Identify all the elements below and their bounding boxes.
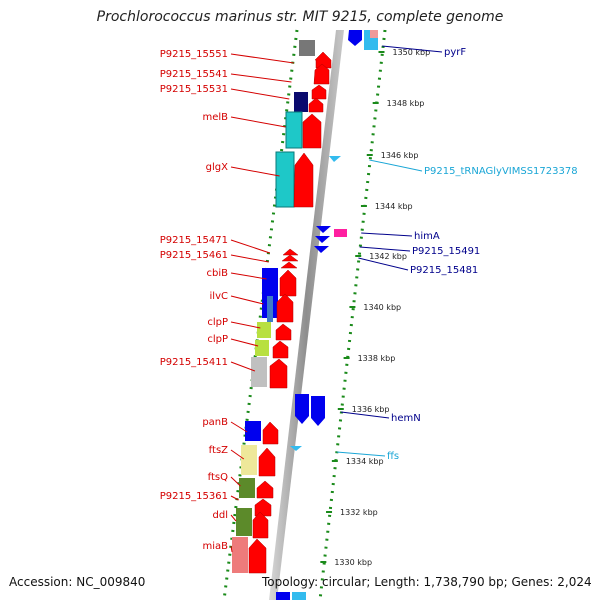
left-gene-label[interactable]: cbiB	[207, 268, 229, 279]
left-gene-leader	[230, 272, 267, 280]
left-gene-leader	[230, 295, 264, 305]
left-gene-leader	[230, 254, 269, 263]
kbp-label: 1330 kbp	[334, 558, 372, 567]
left-gene-label[interactable]: miaB	[202, 541, 228, 552]
left-gene-label[interactable]: P9215_15411	[160, 357, 228, 368]
kbp-label: 1338 kbp	[358, 354, 396, 363]
left-gene-leader	[230, 53, 294, 64]
left-gene-label[interactable]: ftsQ	[208, 472, 228, 483]
left-gene-label[interactable]: panB	[202, 417, 228, 428]
right-gene-label[interactable]: himA	[414, 231, 440, 242]
kbp-label: 1334 kbp	[346, 457, 384, 466]
right-gene-leader	[336, 451, 386, 457]
kbp-label: 1340 kbp	[363, 303, 401, 312]
left-gene-label[interactable]: clpP	[207, 334, 228, 345]
kbp-label: 1336 kbp	[352, 405, 390, 414]
right-gene-leader	[358, 257, 409, 271]
genome-backbone	[269, 30, 344, 600]
left-gene-label[interactable]: P9215_15461	[160, 250, 228, 261]
kbp-label: 1344 kbp	[375, 202, 413, 211]
left-gene-label[interactable]: P9215_15541	[160, 69, 228, 80]
map-title: Prochlorococcus marinus str. MIT 9215, c…	[96, 9, 504, 25]
right-gene-label[interactable]: hemN	[391, 413, 421, 424]
left-gene-leader	[230, 476, 241, 487]
kbp-label: 1348 kbp	[387, 99, 425, 108]
left-gene-label[interactable]: P9215_15551	[160, 49, 228, 60]
left-gene-leader	[230, 545, 233, 553]
left-gene-leader	[230, 495, 239, 501]
left-gene-label[interactable]: ilvC	[210, 291, 228, 302]
kbp-label: 1350 kbp	[392, 48, 430, 57]
left-gene-leader	[230, 239, 270, 254]
kbp-label: 1346 kbp	[381, 151, 419, 160]
left-gene-leader	[230, 421, 248, 433]
right-gene-label[interactable]: pyrF	[444, 47, 466, 58]
kbp-label: 1342 kbp	[369, 252, 407, 261]
left-gene-label[interactable]: P9215_15531	[160, 84, 228, 95]
left-gene-leader	[230, 166, 280, 177]
left-gene-leader	[230, 116, 286, 128]
right-gene-leader	[359, 246, 411, 252]
topology-text: Topology: circular; Length: 1,738,790 bp…	[262, 575, 592, 589]
bottom-fragment	[292, 592, 306, 600]
left-gene-label[interactable]: P9215_15471	[160, 235, 228, 246]
kbp-label: 1332 kbp	[340, 508, 378, 517]
left-gene-leader	[230, 361, 256, 372]
right-gene-leader	[341, 411, 390, 419]
right-gene-label[interactable]: P9215_15491	[412, 246, 480, 257]
left-gene-blocks	[232, 40, 315, 573]
left-gene-leader	[230, 514, 237, 522]
right-gene-label[interactable]: P9215_tRNAGlyVIMSS1723378	[424, 166, 578, 177]
reverse-cds-arrows	[290, 30, 378, 451]
accession-text: Accession: NC_009840	[9, 575, 146, 589]
right-gene-label[interactable]: P9215_15481	[410, 265, 478, 276]
left-gene-label[interactable]: melB	[202, 112, 228, 123]
left-gene-leader	[230, 88, 290, 100]
left-gene-leader	[230, 338, 259, 347]
left-gene-leader	[230, 449, 245, 460]
bottom-fragment	[276, 592, 290, 600]
left-gene-leader	[230, 73, 292, 83]
left-gene-leader	[230, 321, 261, 329]
right-gene-leader	[382, 45, 443, 53]
right-gene-label[interactable]: ffs	[387, 451, 399, 462]
right-gene-leader	[361, 232, 413, 237]
left-gene-label[interactable]: glgX	[206, 162, 228, 173]
left-gene-label[interactable]: clpP	[207, 317, 228, 328]
left-gene-label[interactable]: ddl	[213, 510, 228, 521]
left-gene-label[interactable]: ftsZ	[209, 445, 228, 456]
right-gene-leader	[369, 159, 423, 172]
forward-cds-arrows	[248, 51, 332, 574]
left-gene-label[interactable]: P9215_15361	[160, 491, 228, 502]
